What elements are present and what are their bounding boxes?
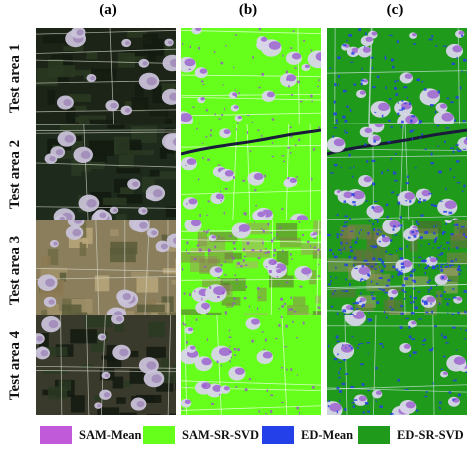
panel-test-area-1-col-c bbox=[327, 28, 467, 128]
legend-label-sam-sr-svd: SAM-SR-SVD bbox=[182, 427, 260, 442]
panel-test-area-2-col-c bbox=[327, 124, 467, 224]
legend-label-ed-sr-svd: ED-SR-SVD bbox=[397, 427, 464, 442]
column-header-c: (c) bbox=[386, 2, 404, 18]
row-label-test-area-3: Test area 3 bbox=[7, 235, 24, 305]
legend-item-sam-sr-svd: SAM-SR-SVD bbox=[143, 424, 259, 446]
legend-item-sam-mean: SAM-Mean bbox=[40, 424, 142, 446]
legend: SAM-Mean SAM-SR-SVD ED-Mean ED-SR-SVD bbox=[40, 424, 464, 446]
panel-test-area-4-col-b bbox=[181, 315, 321, 415]
column-header-b: (b) bbox=[238, 2, 258, 18]
panel-test-area-2-col-a bbox=[36, 124, 176, 224]
panel-test-area-3-col-b bbox=[181, 220, 321, 320]
legend-swatch-sam-sr-svd bbox=[143, 426, 175, 444]
row-label-test-area-1: Test area 1 bbox=[7, 43, 24, 113]
legend-item-ed-sr-svd: ED-SR-SVD bbox=[358, 424, 464, 446]
panel-test-area-1-col-a bbox=[36, 28, 176, 128]
panel-test-area-3-col-a bbox=[36, 220, 176, 320]
column-header-a: (a) bbox=[99, 2, 117, 18]
panel-test-area-4-col-a bbox=[36, 315, 176, 415]
panel-test-area-3-col-c bbox=[327, 220, 467, 320]
panel-test-area-4-col-c bbox=[327, 315, 467, 415]
legend-label-ed-mean: ED-Mean bbox=[301, 427, 354, 442]
legend-item-ed-mean: ED-Mean bbox=[262, 424, 353, 446]
row-label-test-area-2: Test area 2 bbox=[7, 139, 24, 209]
legend-swatch-ed-sr-svd bbox=[358, 426, 390, 444]
legend-swatch-sam-mean bbox=[40, 426, 72, 444]
row-label-test-area-4: Test area 4 bbox=[7, 330, 24, 400]
panel-test-area-1-col-b bbox=[181, 28, 321, 128]
legend-swatch-ed-mean bbox=[262, 426, 294, 444]
panel-test-area-2-col-b bbox=[181, 124, 321, 224]
legend-label-sam-mean: SAM-Mean bbox=[79, 427, 142, 442]
